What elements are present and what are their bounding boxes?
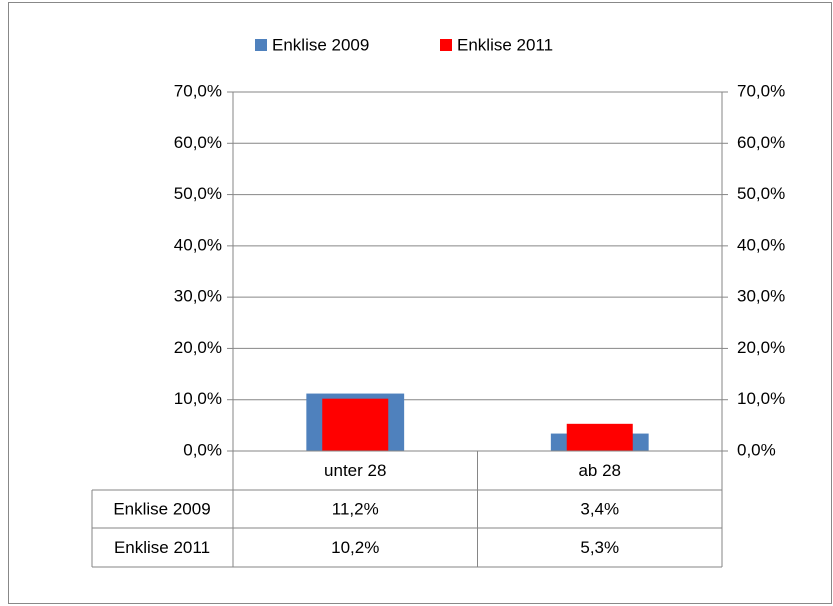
y2-tick-label: 30,0%	[737, 287, 785, 306]
y2-tick-label: 40,0%	[737, 235, 785, 254]
table-value: 5,3%	[580, 538, 619, 557]
y-tick-label: 30,0%	[174, 287, 222, 306]
legend-swatch	[255, 39, 267, 51]
bar	[566, 423, 633, 451]
y-tick-label: 0,0%	[183, 440, 222, 459]
y-tick-label: 40,0%	[174, 235, 222, 254]
y2-tick-label: 60,0%	[737, 133, 785, 152]
y-tick-label: 10,0%	[174, 389, 222, 408]
y-tick-label: 20,0%	[174, 338, 222, 357]
y-tick-label: 60,0%	[174, 133, 222, 152]
y2-tick-label: 10,0%	[737, 389, 785, 408]
table-row-label: Enklise 2011	[114, 538, 210, 557]
table-value: 3,4%	[580, 499, 619, 518]
y2-tick-label: 50,0%	[737, 184, 785, 203]
y2-tick-label: 70,0%	[737, 81, 785, 100]
x-tick-label: unter 28	[324, 461, 386, 480]
legend-swatch	[440, 39, 452, 51]
y-tick-label: 70,0%	[174, 81, 222, 100]
table-value: 11,2%	[332, 499, 379, 518]
chart-border	[8, 2, 832, 604]
y2-tick-label: 20,0%	[737, 338, 785, 357]
table-value: 10,2%	[331, 538, 379, 557]
legend-label: Enklise 2011	[457, 35, 553, 54]
bar	[322, 398, 389, 451]
y-tick-label: 50,0%	[174, 184, 222, 203]
x-tick-label: ab 28	[578, 461, 621, 480]
table-row-label: Enklise 2009	[113, 499, 210, 518]
legend-label: Enklise 2009	[272, 35, 369, 54]
y2-tick-label: 0,0%	[737, 440, 776, 459]
